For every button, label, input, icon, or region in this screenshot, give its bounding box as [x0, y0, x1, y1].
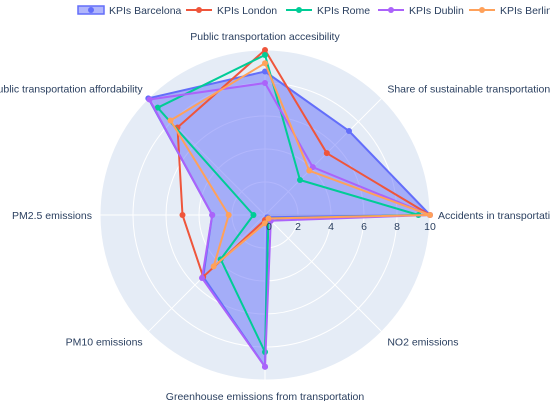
data-point [179, 212, 186, 218]
radial-tick-label: 4 [328, 221, 334, 233]
data-point [262, 60, 268, 67]
data-point [262, 80, 268, 86]
data-point [297, 176, 304, 183]
legend-item[interactable]: KPIs Rome [286, 5, 370, 17]
legend-marker [479, 7, 485, 13]
data-point [427, 212, 433, 218]
radial-tick-label: 6 [361, 221, 367, 233]
data-point [198, 275, 205, 282]
legend-marker [88, 7, 94, 13]
legend-item[interactable]: KPIs Berlin [469, 5, 550, 17]
angular-axis-labels: Accidents in transportation Share of sust… [0, 31, 550, 403]
data-point [209, 212, 216, 218]
data-point [210, 263, 217, 270]
radial-tick-label: 10 [424, 221, 436, 233]
data-point [262, 47, 268, 53]
legend-item[interactable]: KPIs London [186, 5, 277, 17]
data-point [262, 68, 268, 75]
series-layer [145, 47, 433, 370]
data-point [323, 150, 330, 157]
data-point [154, 104, 161, 111]
series-fill [148, 71, 431, 367]
axis-label-6: PM10 emissions [66, 336, 143, 348]
radial-tick-label: 0 [266, 221, 272, 233]
data-point [306, 167, 313, 174]
axis-label-8: NO2 emissions [387, 336, 458, 348]
data-point [225, 212, 232, 218]
legend-label: KPIs Barcelona [109, 5, 182, 17]
data-point [265, 215, 272, 222]
data-point [146, 96, 153, 103]
series-kpis-berlin [167, 60, 433, 270]
legend-label: KPIs Dublin [409, 5, 464, 17]
axis-label-1: Accidents in transportation [438, 210, 550, 222]
legend[interactable]: KPIs Barcelona KPIs London KPIs Rome KPIs D… [77, 5, 550, 17]
data-point [262, 220, 268, 227]
legend-marker [388, 7, 394, 13]
legend-item[interactable]: KPIs Barcelona [77, 5, 182, 17]
legend-label: KPIs Rome [317, 5, 370, 17]
legend-label: KPIs Berlin [500, 5, 550, 17]
radial-tick-label: 2 [295, 221, 301, 233]
data-point [346, 127, 353, 134]
data-point [167, 117, 174, 124]
axis-label-3: Public transportation accesibility [190, 31, 340, 43]
axis-label-2: Share of sustainable transportation [387, 84, 550, 96]
axis-label-7: Greenhouse emissions from transportation [166, 391, 365, 401]
legend-marker [196, 7, 202, 13]
radial-ticks: 0 2 4 6 8 10 [266, 221, 436, 233]
legend-marker [296, 7, 302, 13]
grid-spoke [264, 214, 383, 333]
legend-label: KPIs London [217, 5, 277, 17]
data-point [250, 212, 257, 218]
radial-tick-label: 8 [394, 221, 400, 233]
axis-label-4: Public transportation affordability [0, 84, 143, 96]
data-point [262, 51, 268, 58]
data-point [262, 363, 268, 370]
legend-item[interactable]: KPIs Dublin [378, 5, 464, 17]
axis-label-5: PM2.5 emissions [12, 210, 92, 222]
